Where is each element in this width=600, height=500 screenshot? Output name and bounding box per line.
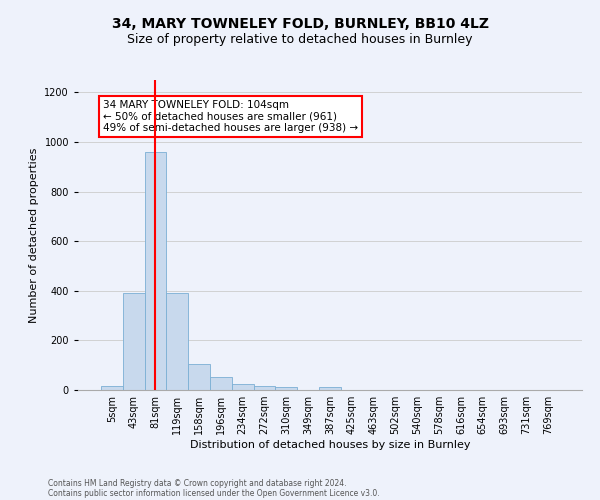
Bar	[123, 294, 145, 390]
Bar	[188, 364, 210, 390]
Bar	[210, 377, 232, 390]
Text: Size of property relative to detached houses in Burnley: Size of property relative to detached ho…	[127, 32, 473, 46]
Text: Contains HM Land Registry data © Crown copyright and database right 2024.: Contains HM Land Registry data © Crown c…	[48, 478, 347, 488]
Text: Contains public sector information licensed under the Open Government Licence v3: Contains public sector information licen…	[48, 488, 380, 498]
X-axis label: Distribution of detached houses by size in Burnley: Distribution of detached houses by size …	[190, 440, 470, 450]
Bar	[232, 384, 254, 390]
Text: 34 MARY TOWNELEY FOLD: 104sqm
← 50% of detached houses are smaller (961)
49% of : 34 MARY TOWNELEY FOLD: 104sqm ← 50% of d…	[103, 100, 358, 133]
Bar	[319, 387, 341, 390]
Bar	[166, 294, 188, 390]
Bar	[145, 152, 166, 390]
Bar	[254, 386, 275, 390]
Text: 34, MARY TOWNELEY FOLD, BURNLEY, BB10 4LZ: 34, MARY TOWNELEY FOLD, BURNLEY, BB10 4L…	[112, 18, 488, 32]
Y-axis label: Number of detached properties: Number of detached properties	[29, 148, 39, 322]
Bar	[101, 386, 123, 390]
Bar	[275, 387, 297, 390]
